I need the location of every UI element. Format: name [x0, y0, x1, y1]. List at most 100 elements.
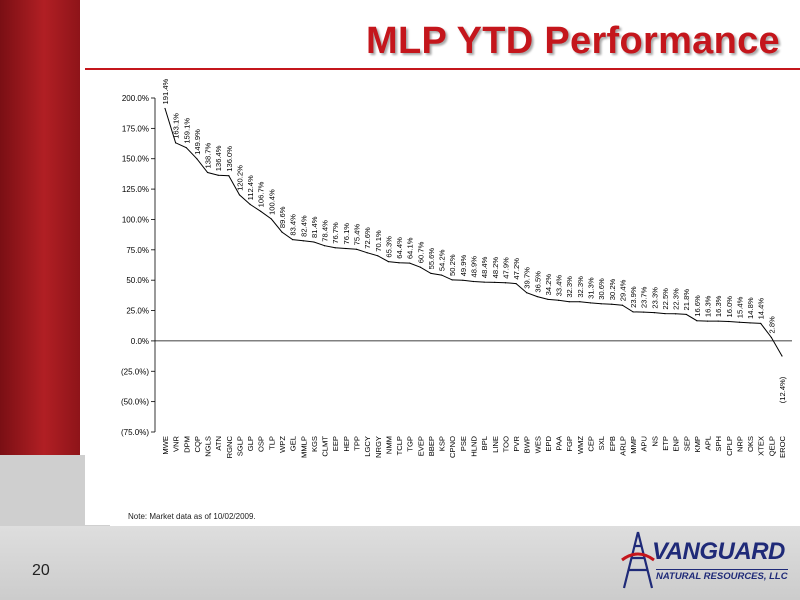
- data-point: [760, 322, 762, 325]
- data-point: [643, 311, 645, 313]
- data-point: [238, 194, 241, 196]
- data-label: (12.4%): [778, 376, 787, 403]
- data-label: 81.4%: [310, 216, 319, 238]
- category-label: APL: [704, 436, 713, 450]
- data-label: 54.2%: [438, 249, 447, 271]
- data-point: [621, 304, 624, 306]
- data-label: 22.3%: [672, 288, 681, 310]
- category-label: QELP: [767, 436, 776, 456]
- category-label: EROC: [778, 435, 787, 457]
- y-tick-label: 50.0%: [126, 276, 149, 285]
- data-label: 83.4%: [289, 214, 298, 236]
- category-label: CLMT: [321, 436, 330, 457]
- data-point: [579, 301, 581, 303]
- category-label: PAA: [555, 435, 564, 451]
- data-label: 112.4%: [246, 175, 255, 200]
- category-label: NS: [650, 436, 659, 447]
- derrick-icon: [621, 531, 655, 589]
- page-title: MLP YTD Performance: [366, 20, 780, 62]
- data-point: [600, 303, 602, 305]
- category-label: SXL: [597, 436, 606, 450]
- category-label: TOO: [501, 436, 510, 452]
- category-label: BPL: [480, 436, 489, 450]
- y-tick-label: 150.0%: [122, 155, 149, 164]
- data-label: 15.4%: [735, 296, 744, 318]
- category-label: EPD: [544, 435, 553, 451]
- page-number: 20: [32, 562, 50, 579]
- data-label: 120.2%: [235, 165, 244, 191]
- title-divider: [85, 68, 800, 70]
- y-tick-label: 100.0%: [122, 215, 149, 224]
- data-point: [728, 320, 730, 323]
- data-label: 100.4%: [267, 189, 276, 215]
- data-label: 36.5%: [533, 271, 542, 293]
- data-point: [185, 147, 187, 149]
- data-point: [589, 302, 592, 304]
- data-label: 55.6%: [427, 248, 436, 270]
- footer-band: [0, 526, 800, 600]
- data-label: 21.8%: [682, 289, 691, 311]
- category-label: CPNO: [448, 436, 457, 458]
- category-label: EVEP: [416, 436, 425, 456]
- data-point: [738, 321, 741, 323]
- data-label: 191.4%: [161, 78, 170, 104]
- category-label: KMP: [693, 436, 702, 452]
- y-tick-label: (50.0%): [121, 398, 149, 407]
- data-label: 30.6%: [597, 278, 606, 300]
- y-tick-label: 0.0%: [131, 337, 149, 346]
- data-point: [483, 281, 485, 283]
- series-line: [164, 108, 783, 357]
- category-label: NGLS: [204, 436, 213, 457]
- data-point: [409, 262, 411, 264]
- data-point: [504, 282, 507, 284]
- category-label: MMLP: [299, 436, 308, 458]
- data-label: 138.7%: [204, 142, 213, 168]
- category-label: KSP: [438, 436, 447, 451]
- category-label: FGP: [565, 436, 574, 452]
- data-label: 49.9%: [459, 255, 468, 277]
- data-point: [696, 320, 698, 322]
- category-label: PVR: [512, 435, 521, 451]
- y-tick-label: 125.0%: [122, 185, 149, 194]
- mlp-ytd-chart: 200.0% 175.0% 150.0% 125.0% 100.0% 75.0% 50.0%…: [121, 78, 792, 458]
- data-label: 106.7%: [257, 181, 266, 207]
- data-point: [206, 171, 209, 174]
- data-label: 136.0%: [225, 146, 234, 172]
- data-label: 64.1%: [406, 237, 415, 259]
- data-point: [249, 203, 251, 205]
- data-point: [398, 262, 400, 264]
- data-point: [440, 274, 443, 276]
- data-point: [632, 311, 634, 313]
- category-label: CQP: [193, 436, 202, 452]
- category-label: SPH: [714, 436, 723, 452]
- category-label: CPLP: [725, 436, 734, 456]
- category-label: HEP: [342, 436, 351, 452]
- category-label: LINE: [491, 436, 500, 453]
- category-label: NRGY: [374, 436, 383, 458]
- category-label: WMZ: [576, 436, 585, 454]
- data-label: 76.7%: [331, 222, 340, 244]
- data-label: 31.3%: [587, 277, 596, 299]
- data-label: 70.1%: [374, 230, 383, 252]
- data-label: 78.4%: [321, 220, 330, 242]
- data-point: [547, 298, 549, 300]
- data-point: [175, 142, 177, 144]
- category-label: NRP: [735, 436, 744, 452]
- data-point: [664, 312, 666, 315]
- category-label: PSE: [459, 436, 468, 451]
- data-point: [366, 252, 368, 254]
- data-label: 47.9%: [501, 257, 510, 279]
- data-point: [770, 336, 772, 339]
- data-label: 65.3%: [384, 236, 393, 258]
- data-label: 16.3%: [704, 295, 713, 317]
- data-label: 30.2%: [608, 278, 617, 300]
- data-label: 32.3%: [576, 276, 585, 298]
- category-label: OSP: [257, 436, 266, 452]
- category-label: ENP: [672, 436, 681, 452]
- category-label: MWE: [161, 436, 170, 455]
- category-label: GEL: [289, 436, 298, 451]
- y-tick-label: 25.0%: [126, 307, 149, 316]
- data-label: 48.2%: [491, 257, 500, 279]
- data-label: 48.4%: [480, 256, 489, 278]
- category-label: HLND: [470, 435, 479, 456]
